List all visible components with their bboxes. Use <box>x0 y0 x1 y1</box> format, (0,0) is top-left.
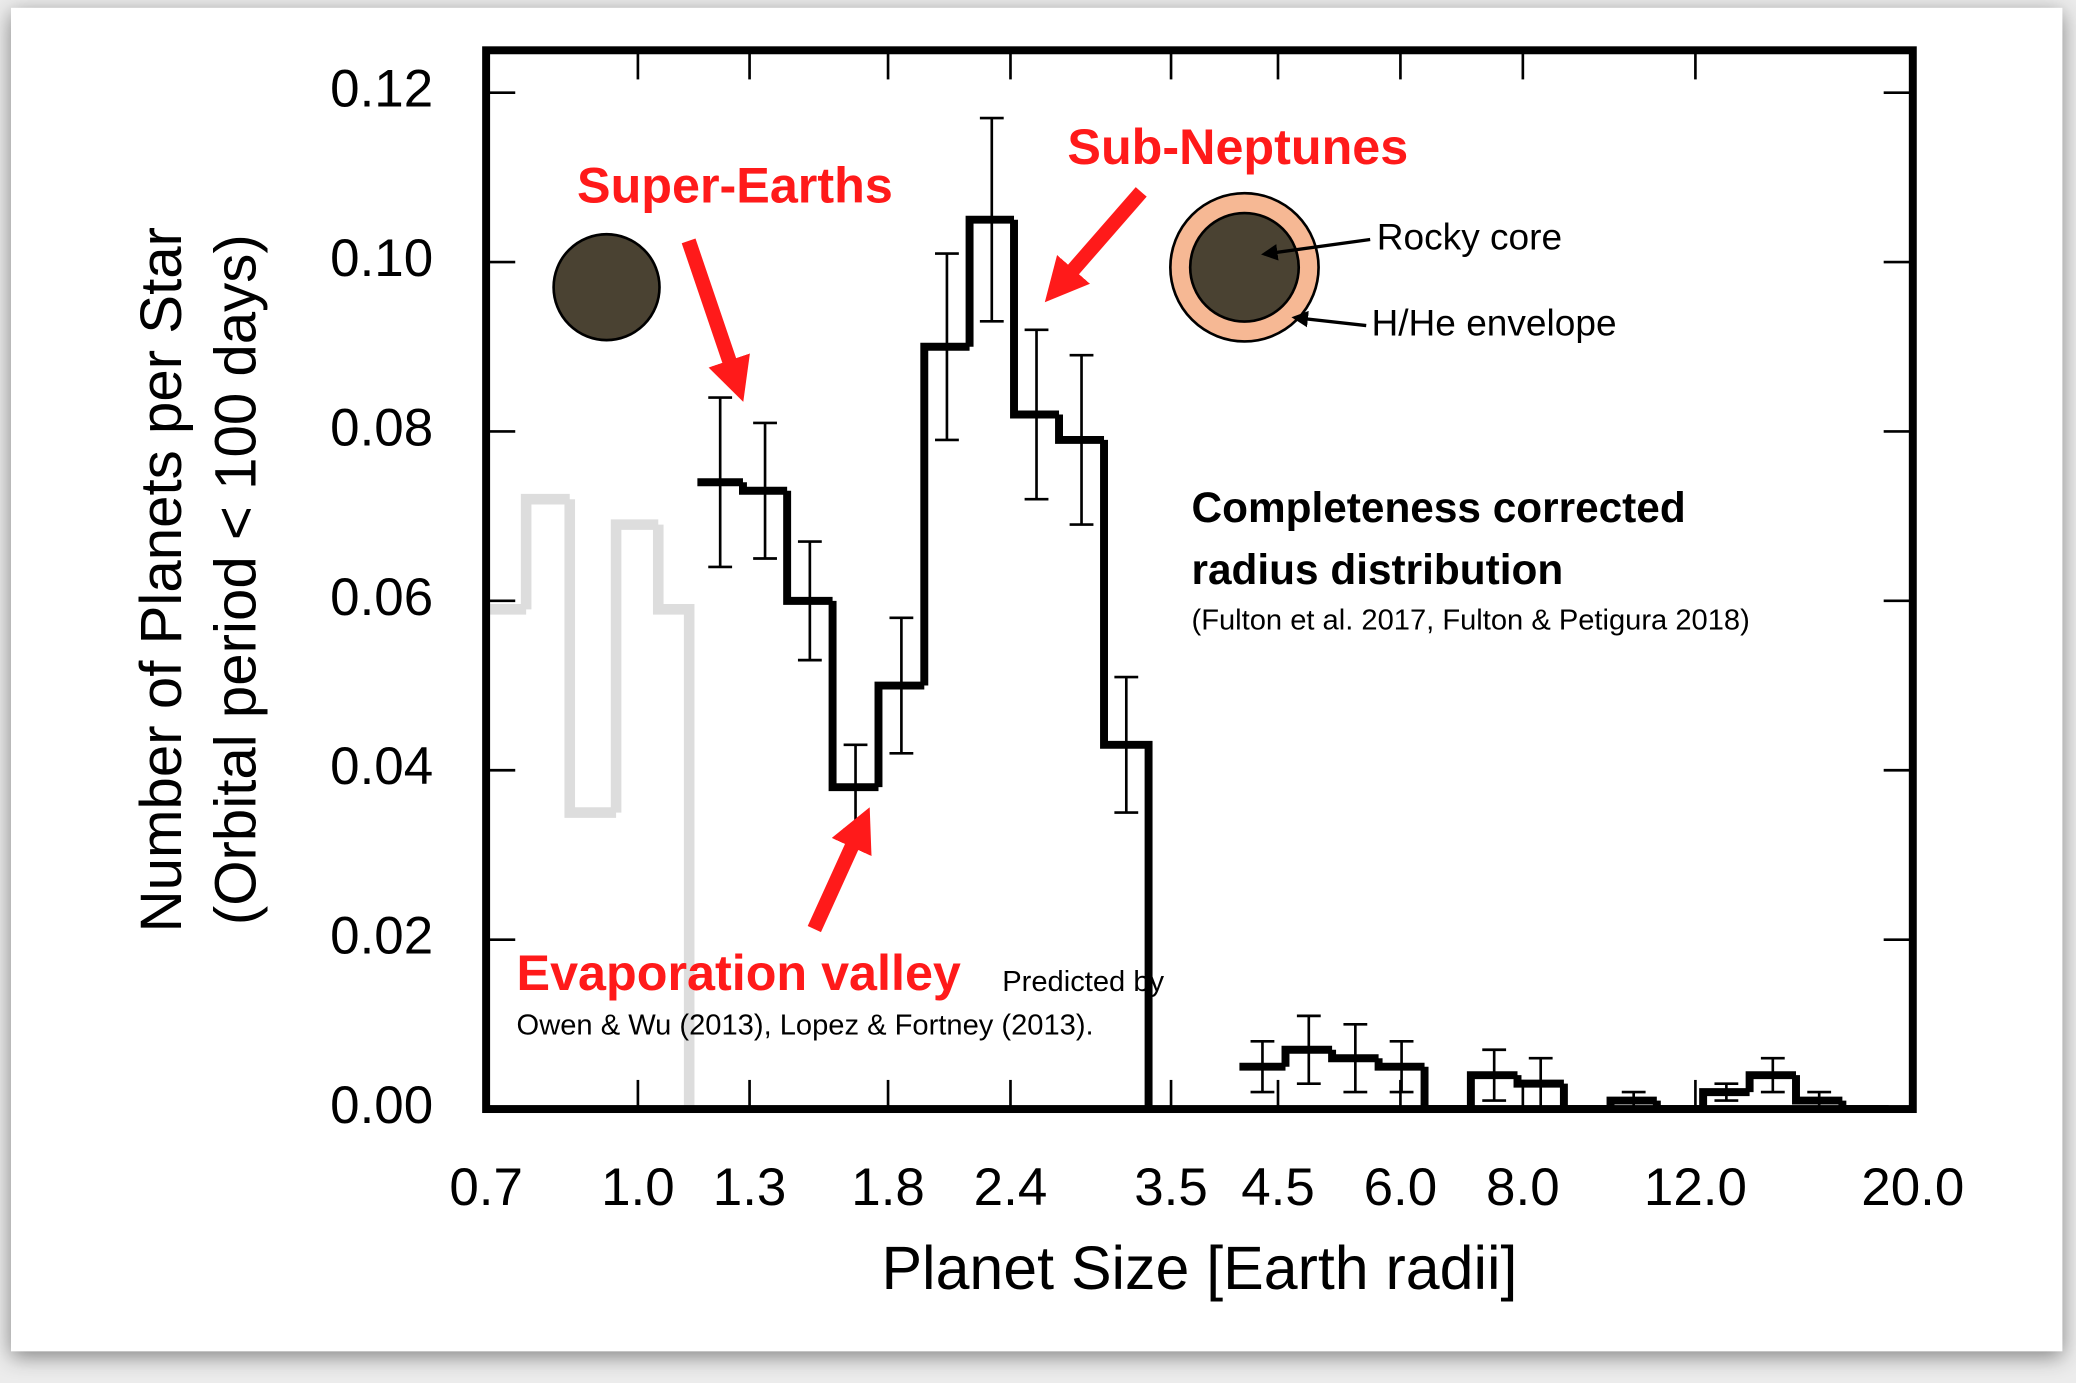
annotation: Rocky core <box>1377 215 1562 257</box>
histogram-step <box>1010 219 1060 419</box>
error-bar <box>1296 1014 1321 1085</box>
histogram-step <box>652 524 695 1110</box>
error-bar <box>1714 1082 1739 1102</box>
plot-frame <box>482 46 1917 1114</box>
y-axis-label: Number of Planets per Star (Orbital peri… <box>129 227 268 932</box>
error-bar <box>979 116 1004 323</box>
histogram-step <box>828 600 879 792</box>
error-bar <box>1069 353 1094 526</box>
annotation: Owen & Wu (2013), Lopez & Fortney (2013)… <box>517 1010 1094 1042</box>
x-tick-label: 1.8 <box>851 1158 925 1217</box>
annotation: radius distribution <box>1192 546 1564 593</box>
annotation: Predicted by <box>1002 966 1164 998</box>
error-bar <box>1024 328 1049 501</box>
super-earth-icon <box>552 232 661 342</box>
error-bar <box>889 616 914 755</box>
histogram-step <box>920 342 970 686</box>
y-tick-label: 0.10 <box>330 229 433 288</box>
x-tick-label: 1.3 <box>713 1158 787 1217</box>
x-tick-label: 2.4 <box>974 1158 1048 1217</box>
annotation: Sub-Neptunes <box>1067 118 1408 175</box>
histogram-step <box>783 490 833 605</box>
histogram-step <box>1328 1049 1379 1063</box>
error-bar <box>1389 1039 1414 1094</box>
y-axis-label-line: Number of Planets per Star <box>129 227 194 932</box>
histogram-step <box>1466 1071 1518 1110</box>
error-bar <box>935 252 959 442</box>
histogram-step <box>564 499 617 818</box>
error-bar <box>753 421 777 560</box>
valley-arrow <box>807 807 872 933</box>
histogram-step <box>520 493 570 610</box>
annotation: H/He envelope <box>1372 301 1617 343</box>
histogram-step <box>1745 1071 1797 1093</box>
x-tick-label: 6.0 <box>1364 1158 1438 1217</box>
core-pointer <box>1261 237 1371 261</box>
x-tick-label: 12.0 <box>1644 1158 1747 1217</box>
histogram-step <box>1374 1058 1425 1071</box>
histogram-step <box>1281 1045 1333 1067</box>
histogram-step <box>1513 1075 1564 1088</box>
super-earth-arrow <box>681 238 750 402</box>
core-icon <box>1188 211 1301 323</box>
x-axis-label: Planet Size [Earth radii] <box>881 1234 1517 1302</box>
error-bar <box>1343 1023 1368 1094</box>
annotation: Evaporation valley <box>517 944 961 1001</box>
annotation: Super-Earths <box>577 157 893 214</box>
y-tick-label: 0.08 <box>330 398 433 457</box>
error-bar <box>1760 1056 1785 1094</box>
x-tick-label: 3.5 <box>1134 1158 1208 1217</box>
histogram-step <box>610 519 659 813</box>
histogram-step <box>1699 1088 1750 1110</box>
envelope-pointer <box>1291 310 1367 328</box>
x-tick-label: 20.0 <box>1861 1158 1964 1217</box>
x-tick-label: 1.0 <box>601 1158 675 1217</box>
x-tick-label: 4.5 <box>1241 1158 1315 1217</box>
error-bar <box>797 540 822 662</box>
annotation: (Fulton et al. 2017, Fulton & Petigura 2… <box>1192 605 1750 637</box>
y-tick-label: 0.06 <box>330 568 433 627</box>
y-tick-label: 0.12 <box>330 60 433 119</box>
y-tick-label: 0.02 <box>330 907 433 966</box>
card <box>11 7 2063 1352</box>
error-bar <box>1250 1039 1275 1094</box>
histogram-step <box>965 215 1015 347</box>
x-tick-label: 0.7 <box>449 1158 523 1217</box>
histogram-step <box>738 482 788 495</box>
y-tick-label: 0.00 <box>330 1076 433 1135</box>
error-bar <box>1114 675 1139 814</box>
y-tick-label: 0.04 <box>330 737 433 796</box>
error-bar <box>1482 1048 1507 1102</box>
histogram-step <box>874 681 925 788</box>
x-tick-label: 8.0 <box>1486 1158 1560 1217</box>
sub-neptune-arrow <box>1044 187 1147 303</box>
histogram-step <box>1792 1075 1843 1105</box>
annotation: Completeness corrected <box>1192 484 1686 531</box>
histogram-step <box>1055 414 1105 444</box>
y-axis-label-line: (Orbital period < 100 days) <box>203 234 268 925</box>
